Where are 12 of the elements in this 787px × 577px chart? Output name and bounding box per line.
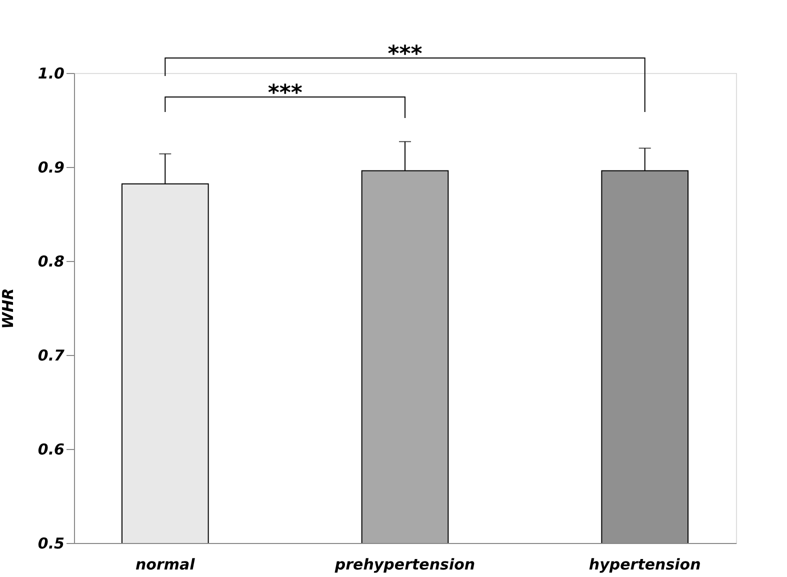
text: *** [388, 42, 423, 67]
y-tick-label: 0.5 [38, 534, 64, 552]
x-tick-label: normal [136, 556, 196, 574]
y-tick-label: 0.9 [38, 158, 64, 176]
y-axis-title: WHR [0, 288, 17, 329]
x-tick-label: hypertension [588, 556, 701, 574]
x-tick-label: prehypertension [334, 556, 476, 574]
y-tick-label: 0.8 [38, 252, 64, 270]
annotation: *** [268, 81, 303, 106]
y-tick-label: 1.0 [38, 64, 64, 82]
y-tick-label: 0.6 [38, 440, 64, 458]
y-tick-label: 0.7 [38, 346, 66, 364]
